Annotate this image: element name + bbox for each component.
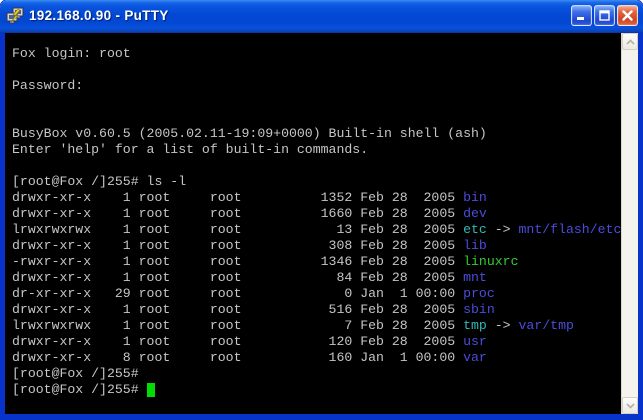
file-name: etc: [463, 222, 487, 237]
file-name: var: [463, 350, 487, 365]
minimize-icon: [577, 16, 584, 20]
close-icon: [622, 9, 633, 21]
scroll-up-button[interactable]: [622, 33, 638, 50]
chevron-up-icon: [625, 38, 635, 45]
terminal-cursor: [146, 383, 155, 397]
close-button[interactable]: [617, 4, 638, 26]
file-name: sbin: [463, 302, 495, 317]
terminal-output[interactable]: Fox login: root Password: BusyBox v0.60.…: [5, 33, 621, 414]
file-name: tmp: [463, 318, 487, 333]
file-name: lib: [463, 238, 487, 253]
file-name: usr: [463, 334, 487, 349]
file-name: mnt: [463, 270, 487, 285]
file-name: proc: [463, 286, 495, 301]
putty-app-icon: [6, 7, 24, 23]
window-controls: [571, 4, 638, 26]
file-name: linuxrc: [463, 254, 519, 269]
scroll-down-button[interactable]: [622, 397, 638, 414]
maximize-button[interactable]: [594, 4, 615, 26]
symlink-target: mnt/flash/etc: [518, 222, 622, 237]
terminal-scrollbar[interactable]: [621, 33, 638, 414]
chevron-down-icon: [625, 402, 635, 409]
minimize-button[interactable]: [571, 4, 592, 26]
titlebar[interactable]: 192.168.0.90 - PuTTY: [0, 0, 643, 33]
window-title: 192.168.0.90 - PuTTY: [29, 7, 169, 23]
file-name: dev: [463, 206, 487, 221]
file-name: bin: [463, 190, 487, 205]
symlink-target: var/tmp: [518, 318, 574, 333]
maximize-icon: [599, 9, 610, 21]
